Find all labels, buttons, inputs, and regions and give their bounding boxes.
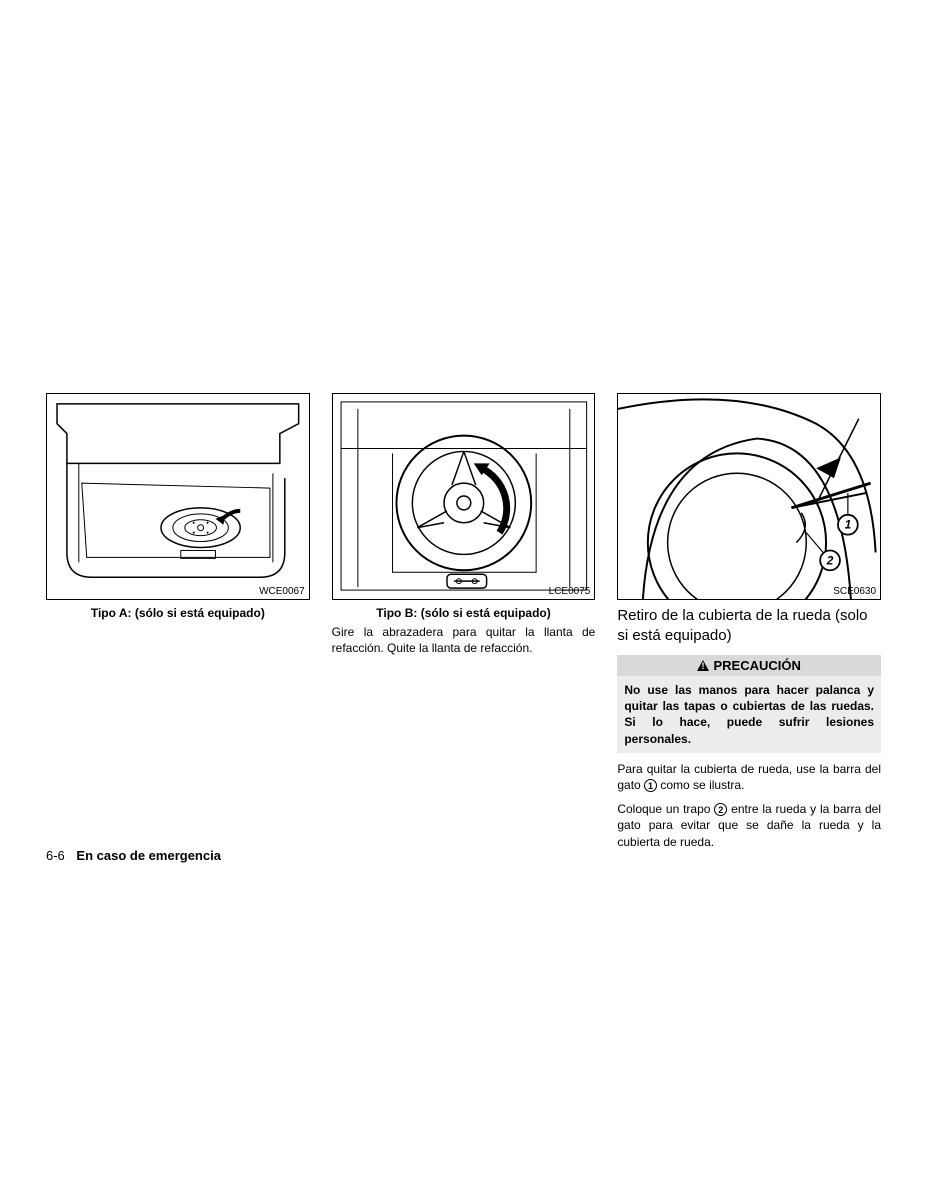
figure-code: SCE0630 xyxy=(833,586,876,597)
caution-label: PRECAUCIÓN xyxy=(713,658,800,673)
page-footer: 6-6 En caso de emergencia xyxy=(46,848,221,863)
callout-2-inline: 2 xyxy=(714,803,727,816)
svg-text:1: 1 xyxy=(845,518,852,532)
caution-header: PRECAUCIÓN xyxy=(617,655,881,676)
column-2: LCE0075 Tipo B: (sólo si está equipado) … xyxy=(332,393,596,850)
body-tipo-b: Gire la abrazadera para quitar la llanta… xyxy=(332,624,596,656)
figure-tipo-a: WCE0067 xyxy=(46,393,310,600)
figure-code: LCE0075 xyxy=(549,586,591,597)
figure-tipo-b: LCE0075 xyxy=(332,393,596,600)
svg-text:2: 2 xyxy=(826,553,834,567)
warning-icon xyxy=(697,660,709,671)
caption-tipo-a: Tipo A: (sólo si está equipado) xyxy=(46,606,310,620)
caption-tipo-b: Tipo B: (sólo si está equipado) xyxy=(332,606,596,620)
section-title: En caso de emergencia xyxy=(76,848,221,863)
column-1: WCE0067 Tipo A: (sólo si está equipado) xyxy=(46,393,310,850)
para-2: Coloque un trapo 2 entre la rueda y la b… xyxy=(617,801,881,850)
para-1: Para quitar la cubierta de rueda, use la… xyxy=(617,761,881,793)
caution-body: No use las manos para hacer palanca y qu… xyxy=(617,676,881,753)
column-3: 1 2 SCE0630 Retiro de la cubierta de la … xyxy=(617,393,881,850)
figure-wheel-cover: 1 2 SCE0630 xyxy=(617,393,881,600)
callout-1-inline: 1 xyxy=(644,779,657,792)
page-number: 6-6 xyxy=(46,848,65,863)
para-2a: Coloque un trapo xyxy=(617,802,714,816)
content-area: WCE0067 Tipo A: (sólo si está equipado) xyxy=(46,393,881,850)
figure-code: WCE0067 xyxy=(259,586,305,597)
subheading-retiro: Retiro de la cubierta de la rueda (solo … xyxy=(617,606,881,645)
para-1b: como se ilustra. xyxy=(657,778,744,792)
